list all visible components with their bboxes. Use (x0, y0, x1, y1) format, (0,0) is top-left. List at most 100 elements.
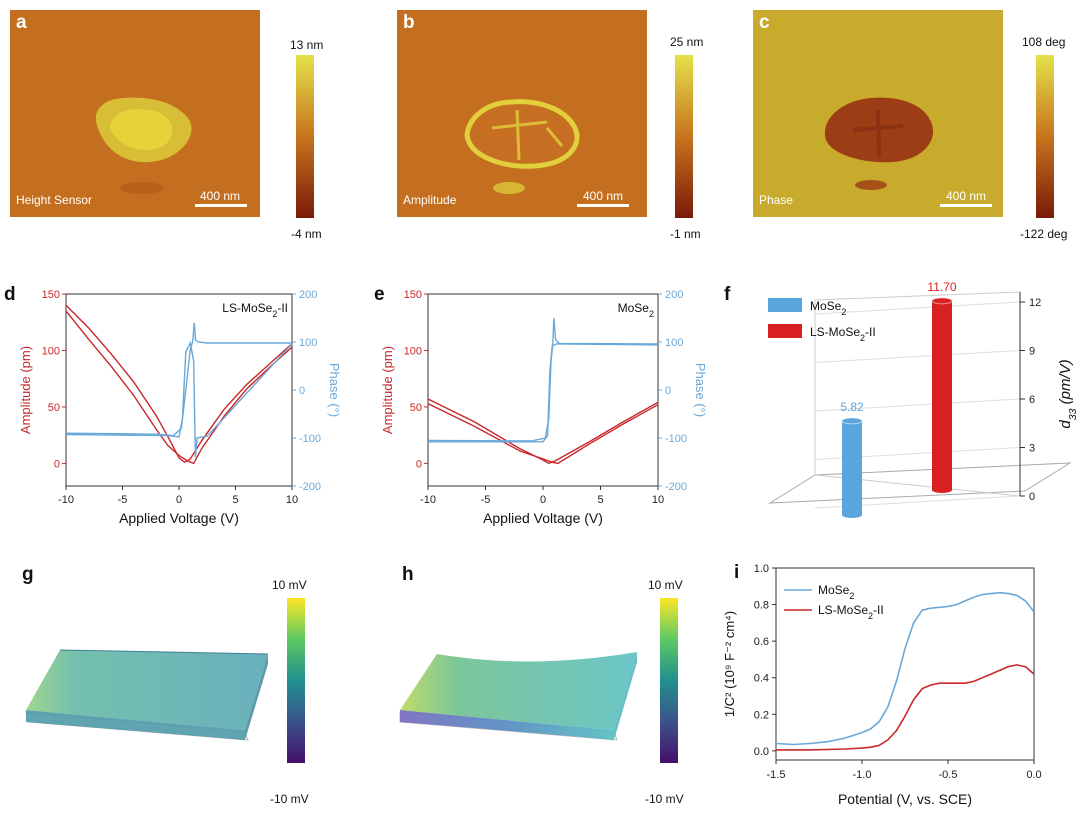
y-right-tick-label: 100 (299, 337, 317, 349)
panel-letter-h: h (402, 564, 414, 585)
y-tick-label: 0.2 (754, 709, 769, 721)
scale-bar-label: 400 nm (583, 189, 624, 203)
legend-swatch-0 (768, 298, 802, 312)
y-left-axis-label: Amplitude (pm) (380, 346, 395, 434)
colorbar-max-label: 10 mV (648, 578, 683, 592)
potential-slab-g (25, 649, 269, 741)
grid-line (814, 301, 1021, 315)
chart-e-pfm-mose2: e-10 -5 0 5 10050100150-200-1000100200Applie… (374, 284, 708, 526)
y-tick-label: 6 (1029, 394, 1035, 406)
x-tick-label: -10 (58, 494, 74, 506)
scale-bar-label: 400 nm (946, 189, 987, 203)
y-right-tick-label: 200 (299, 289, 317, 301)
y-tick-label: 9 (1029, 346, 1035, 358)
x-tick-label: -5 (118, 494, 128, 506)
plot-annotation: LS-MoSe2-II (222, 301, 288, 319)
x-tick-label: -10 (420, 494, 436, 506)
image-caption: Height Sensor (16, 193, 93, 207)
panel-letter-b: b (403, 12, 415, 33)
amplitude-series-0 (427, 398, 659, 465)
y-tick-label: 3 (1029, 443, 1035, 455)
phase-series-2 (65, 322, 292, 437)
y-right-tick-label: -200 (299, 481, 321, 493)
plot-annotation: MoSe2 (618, 301, 654, 319)
series-line-0 (775, 591, 1035, 746)
phase-flake-shape (753, 10, 1003, 217)
x-tick-label: -0.5 (939, 769, 958, 781)
x-tick-label: -1.0 (853, 769, 872, 781)
x-tick-label: -1.5 (767, 769, 786, 781)
y-right-tick-label: 200 (665, 289, 683, 301)
scale-bar (940, 204, 992, 207)
phase-series-3 (428, 343, 659, 443)
image-caption: Amplitude (403, 193, 457, 207)
legend-label-1: LS-MoSe2-II (810, 325, 876, 343)
bar-0 (842, 420, 862, 515)
y-tick-label: 0.6 (754, 636, 769, 648)
y-axis-label: 1/C² (10⁹ F⁻² cm⁴) (722, 611, 737, 717)
colorbar-max-label: 25 nm (670, 35, 704, 49)
x-tick-label: 10 (286, 494, 298, 506)
colorbar-max-label: 13 nm (290, 38, 324, 52)
afm-phase-image: c Phase 400 nm (753, 10, 1003, 217)
y-right-axis-label: Phase (°) (327, 363, 342, 417)
y-tick-label: 0.8 (754, 600, 769, 612)
x-tick-label: 5 (597, 494, 603, 506)
amplitude-series-1 (427, 402, 659, 465)
grid-line (814, 350, 1021, 363)
y-left-axis-label: Amplitude (pm) (18, 346, 33, 434)
colorbar-min-label: -4 nm (291, 227, 322, 241)
plot-frame (427, 293, 659, 487)
x-tick-label: 10 (652, 494, 664, 506)
x-tick-label: 0.0 (1026, 769, 1041, 781)
colorbar-min-label: -10 mV (645, 792, 684, 806)
phase-series-3 (65, 340, 293, 458)
colorbar-max-label: 10 mV (272, 578, 307, 592)
y-left-tick-label: 0 (416, 458, 422, 470)
floor-plane (768, 462, 1072, 504)
chart-i-mott-schottky: i -1.5 -1.0 -0.5 0.0 0.0 0.2 0.4 0.6 0.8 1.0 Potent… (722, 562, 1042, 807)
colorbar-potential-h (660, 598, 678, 763)
colorbar-max-label: 108 deg (1022, 35, 1066, 49)
panel-letter-d: d (4, 284, 16, 305)
y-right-tick-label: -200 (665, 481, 687, 493)
amplitude-flake-shape (397, 10, 647, 217)
y-right-tick-label: -100 (665, 433, 687, 445)
y-left-tick-label: 150 (404, 289, 422, 301)
bar-value-label-1: 11.70 (927, 280, 956, 294)
bar-top-0 (841, 417, 863, 425)
scale-bar (195, 204, 247, 207)
y-tick-label: 12 (1029, 297, 1041, 309)
panel-letter-c: c (759, 12, 770, 33)
legend-label-0: MoSe2 (810, 299, 846, 317)
height-flake-shape (10, 10, 260, 217)
series-line-1 (776, 664, 1035, 751)
y-axis-label: d33 (pm/V) (1057, 359, 1079, 428)
amplitude-series-0 (65, 304, 293, 464)
colorbar-phase (1036, 55, 1054, 218)
afm-height-image: a Height Sensor 400 nm (10, 10, 260, 217)
colorbar-height (296, 55, 314, 218)
panel-letter-g: g (22, 564, 34, 585)
y-left-tick-label: 50 (410, 402, 422, 414)
bar-base-1 (932, 487, 952, 493)
legend-swatch-1 (768, 324, 802, 338)
chart-f-d33-bars: 0 3 6 9 12 f d33 (pm/V) 5.82 11.70 MoSe2 LS-MoSe2-… (724, 280, 1079, 518)
y-right-tick-label: -100 (299, 433, 321, 445)
colorbar-min-label: -1 nm (670, 227, 701, 241)
y-tick-label: 1.0 (754, 563, 769, 575)
y-right-tick-label: 100 (665, 337, 683, 349)
panel-letter-a: a (16, 12, 27, 33)
y-left-tick-label: 50 (48, 402, 60, 414)
panel-letter-i: i (734, 562, 739, 583)
y-right-tick-label: 0 (299, 385, 305, 397)
bar-value-label-0: 5.82 (840, 400, 864, 414)
x-tick-label: 5 (232, 494, 238, 506)
chart-d-pfm-ls-mose2: d-10 -5 0 5 10050100150-200-1000100200Applie… (4, 284, 342, 526)
y-left-tick-label: 150 (42, 289, 60, 301)
scale-bar (577, 204, 629, 207)
plot-frame (775, 567, 1035, 761)
y-left-tick-label: 100 (42, 345, 60, 357)
y-tick-label: 0.0 (754, 746, 769, 758)
y-right-axis-label: Phase (°) (693, 363, 708, 417)
